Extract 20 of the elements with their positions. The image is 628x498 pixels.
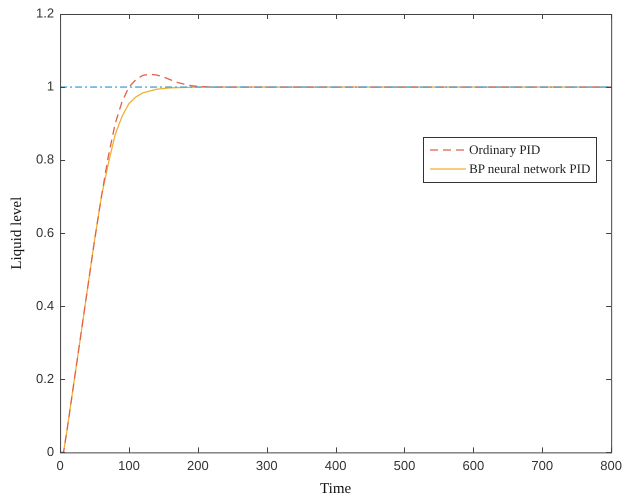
- y-tick-label: 1.2: [36, 6, 54, 21]
- x-tick-label: 600: [462, 458, 484, 473]
- x-axis-title: Time: [320, 480, 352, 497]
- x-tick-label: 0: [56, 458, 64, 473]
- x-tick-label: 100: [118, 458, 140, 473]
- y-axis-title: Liquid level: [8, 196, 25, 270]
- x-tick-label: 300: [256, 458, 278, 473]
- x-tick-label: 800: [600, 458, 622, 473]
- y-tick-label: 0.6: [36, 224, 54, 240]
- x-tick-label: 400: [324, 458, 346, 473]
- legend-label: BP neural network PID: [469, 161, 590, 178]
- y-tick-label: 0.4: [36, 298, 54, 313]
- x-tick-label: 200: [186, 458, 209, 473]
- y-tick-label: 0.8: [36, 152, 54, 167]
- x-tick-label: 700: [531, 458, 554, 473]
- y-tick-label: 0: [46, 444, 54, 459]
- y-tick-label: 1: [46, 78, 54, 94]
- x-tick-label: 500: [394, 458, 416, 473]
- y-tick-label: 0.2: [36, 370, 54, 386]
- legend-label: Ordinary PID: [469, 142, 540, 158]
